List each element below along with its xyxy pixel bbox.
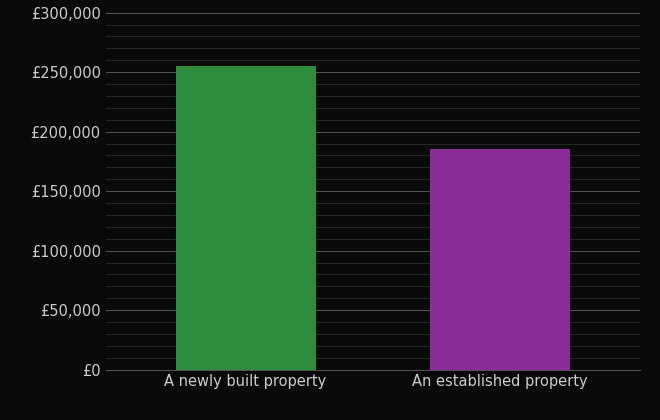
Bar	[176, 66, 315, 370]
Bar	[430, 150, 570, 370]
